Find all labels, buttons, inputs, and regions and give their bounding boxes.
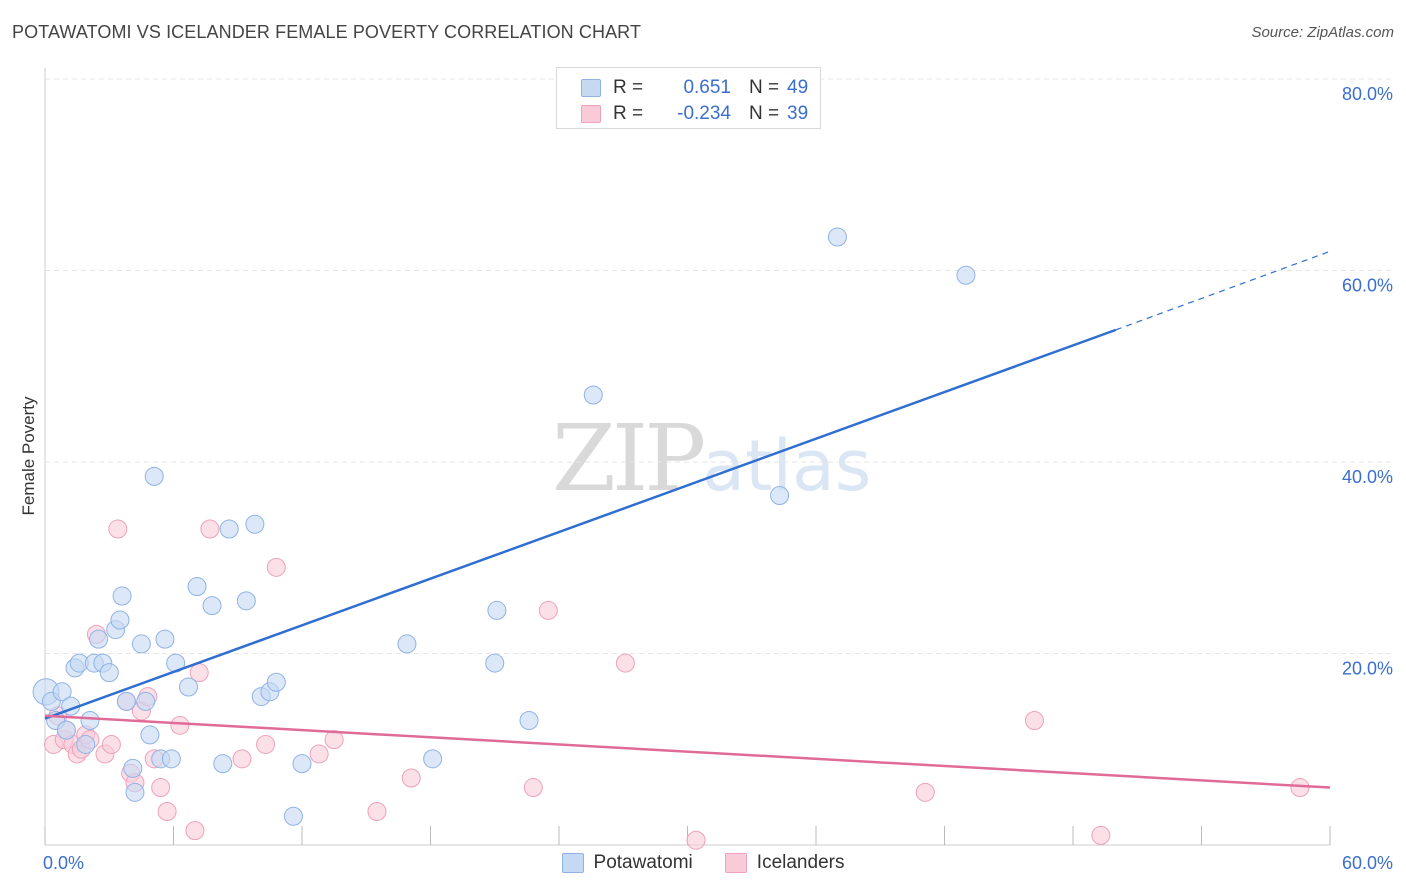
- icelander-point: [1024, 711, 1044, 731]
- x-tick-label: 0.0%: [43, 853, 84, 873]
- potawatomi-point: [161, 749, 181, 769]
- icelander-point: [256, 734, 276, 754]
- y-tick-label: 40.0%: [1342, 467, 1393, 487]
- icelander-point: [401, 768, 421, 788]
- icelander-point: [157, 801, 177, 821]
- r-value: 0.651: [683, 77, 731, 98]
- potawatomi-point: [56, 720, 76, 740]
- r-value: -0.234: [677, 103, 731, 124]
- potawatomi-point: [827, 227, 847, 247]
- potawatomi-point: [283, 806, 303, 826]
- icelander-point: [101, 734, 121, 754]
- potawatomi-point: [52, 682, 72, 702]
- icelander-point: [309, 744, 329, 764]
- r-label: R =: [613, 77, 644, 98]
- potawatomi-trend-line: [44, 328, 1117, 720]
- legend-label: Icelanders: [756, 852, 845, 873]
- y-tick-label: 80.0%: [1342, 84, 1393, 104]
- icelander-point: [538, 600, 558, 620]
- potawatomi-point: [266, 672, 286, 692]
- potawatomi-point: [112, 586, 132, 606]
- potawatomi-swatch: [561, 853, 584, 873]
- potawatomi-point: [397, 634, 417, 654]
- stats-row-potawatomi: R = 0.651 N = 49: [581, 76, 808, 100]
- y-axis-title: Female Poverty: [19, 396, 38, 516]
- y-tick-label: 20.0%: [1342, 659, 1393, 679]
- potawatomi-point: [125, 782, 145, 802]
- potawatomi-point: [131, 634, 151, 654]
- y-tick-label: 60.0%: [1342, 276, 1393, 296]
- potawatomi-point: [178, 677, 198, 697]
- legend-label: Potawatomi: [593, 852, 693, 873]
- icelanders-swatch: [724, 853, 747, 873]
- icelander-point: [108, 519, 128, 539]
- potawatomi-point: [99, 663, 119, 683]
- icelander-trend-line: [44, 714, 1331, 789]
- potawatomi-point: [202, 596, 222, 616]
- n-label: N =: [749, 103, 780, 124]
- icelander-point: [1290, 778, 1310, 798]
- icelander-point: [1091, 825, 1111, 845]
- icelander-point: [151, 778, 171, 798]
- icelanders-swatch: [581, 105, 601, 123]
- potawatomi-point: [123, 758, 143, 778]
- r-label: R =: [613, 103, 644, 124]
- icelander-point: [185, 821, 205, 841]
- icelander-point: [232, 749, 252, 769]
- icelander-point: [170, 715, 190, 735]
- icelander-point: [523, 778, 543, 798]
- potawatomi-point: [423, 749, 443, 769]
- potawatomi-point: [116, 691, 136, 711]
- potawatomi-point: [144, 466, 164, 486]
- potawatomi-point: [485, 653, 505, 673]
- potawatomi-point: [76, 734, 96, 754]
- potawatomi-point: [80, 711, 100, 731]
- potawatomi-point: [956, 265, 976, 285]
- n-value: 49: [787, 77, 809, 98]
- potawatomi-point: [770, 486, 790, 506]
- potawatomi-swatch: [581, 79, 601, 97]
- icelander-point: [615, 653, 635, 673]
- potawatomi-point: [213, 754, 233, 774]
- icelander-point: [915, 782, 935, 802]
- series-legend: Potawatomi Icelanders: [0, 852, 1406, 874]
- potawatomi-trend-extension: [1115, 250, 1331, 331]
- potawatomi-point: [219, 519, 239, 539]
- potawatomi-point: [110, 610, 130, 630]
- potawatomi-point: [519, 711, 539, 731]
- stats-row-icelanders: R = -0.234 N = 39: [581, 102, 808, 126]
- potawatomi-point: [89, 629, 109, 649]
- potawatomi-point: [187, 576, 207, 596]
- n-label: N =: [749, 77, 780, 98]
- icelander-point: [266, 557, 286, 577]
- source-label: Source: ZipAtlas.com: [1251, 24, 1394, 41]
- stats-legend: R = 0.651 N = 49 R = -0.234 N = 39: [556, 67, 821, 129]
- x-tick-label: 60.0%: [1342, 853, 1393, 873]
- icelander-point: [200, 519, 220, 539]
- icelander-point: [367, 801, 387, 821]
- potawatomi-point: [136, 691, 156, 711]
- potawatomi-point: [155, 629, 175, 649]
- potawatomi-point: [487, 600, 507, 620]
- n-value: 39: [787, 103, 809, 124]
- chart-title: POTAWATOMI VS ICELANDER FEMALE POVERTY C…: [12, 22, 642, 42]
- potawatomi-point: [583, 385, 603, 405]
- icelander-point: [686, 830, 706, 850]
- legend-item-icelanders[interactable]: Icelanders: [724, 852, 845, 874]
- potawatomi-point: [236, 591, 256, 611]
- potawatomi-point: [292, 754, 312, 774]
- potawatomi-point: [140, 725, 160, 745]
- potawatomi-point: [245, 514, 265, 534]
- legend-item-potawatomi[interactable]: Potawatomi: [561, 852, 693, 874]
